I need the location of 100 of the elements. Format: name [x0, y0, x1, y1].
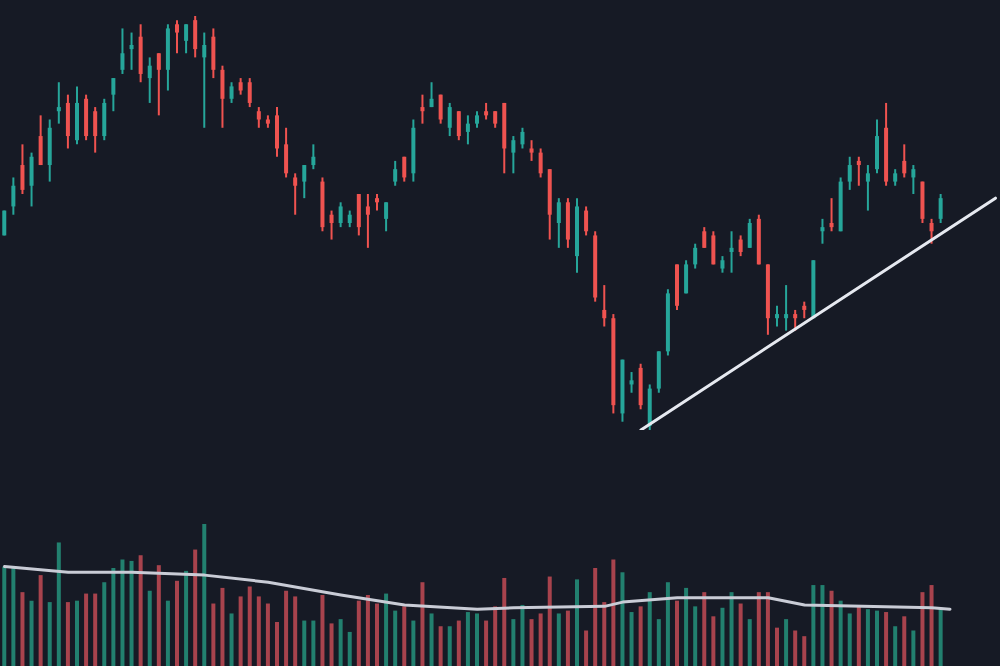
candlestick: [438, 93, 443, 125]
bar: [575, 579, 579, 666]
bar: [320, 595, 325, 666]
bar: [938, 607, 943, 666]
bar: [311, 620, 316, 666]
bar: [120, 559, 125, 666]
bar: [184, 570, 189, 666]
candlestick: [875, 118, 879, 175]
bar: [229, 613, 234, 666]
bar: [247, 586, 252, 666]
bar: [84, 593, 89, 666]
candlestick: [775, 304, 779, 328]
candlestick: [93, 106, 98, 154]
candlestick: [293, 172, 298, 216]
candlestick: [511, 135, 516, 175]
candlestick: [602, 284, 607, 328]
bar: [402, 606, 407, 666]
bar: [693, 606, 698, 666]
bar: [556, 613, 561, 666]
candlestick: [202, 31, 207, 129]
bar: [193, 549, 198, 666]
bar: [329, 623, 334, 666]
candlestick: [284, 126, 289, 179]
candlestick: [229, 81, 234, 104]
candlestick: [502, 101, 507, 175]
candlestick: [102, 97, 107, 142]
bar: [711, 616, 716, 666]
candlestick: [184, 23, 189, 55]
bar: [738, 603, 743, 666]
bar: [802, 636, 807, 666]
bar: [275, 621, 279, 666]
bar: [356, 600, 361, 666]
bar: [56, 542, 61, 666]
bar: [11, 566, 16, 666]
bar: [620, 572, 625, 666]
bar: [520, 604, 525, 666]
candlestick: [520, 126, 525, 150]
candlestick: [338, 201, 343, 229]
candlestick: [420, 93, 425, 125]
candlestick: [411, 118, 416, 183]
candlestick: [938, 193, 943, 224]
candlestick: [538, 147, 543, 179]
candlestick: [793, 308, 798, 332]
bar: [502, 577, 507, 666]
candlestick: [693, 242, 698, 270]
candlestick: [684, 259, 689, 295]
candlestick: [211, 27, 216, 80]
bar: [129, 560, 134, 666]
bar: [593, 568, 598, 666]
candlestick: [638, 362, 643, 411]
bar: [811, 585, 816, 666]
candlestick: [702, 226, 707, 249]
bar: [884, 612, 889, 666]
candlestick: [738, 234, 743, 258]
candlestick: [456, 110, 461, 142]
bar: [565, 610, 570, 666]
bar: [65, 602, 70, 666]
candlestick: [465, 114, 470, 146]
candlestick: [129, 31, 134, 71]
bar: [547, 576, 552, 666]
candlestick: [584, 205, 589, 237]
candlestick: [629, 371, 634, 394]
candlestick: [647, 383, 652, 430]
bar: [365, 595, 370, 666]
bar: [465, 612, 470, 666]
candlestick: [402, 155, 407, 183]
bar: [529, 619, 534, 666]
bar: [856, 606, 861, 666]
bar: [765, 592, 770, 666]
bar: [475, 613, 479, 666]
bar: [293, 596, 298, 666]
candlestick: [156, 52, 161, 117]
candlestick: [911, 164, 916, 196]
candlestick: [565, 197, 570, 249]
bar: [747, 619, 752, 666]
bar: [647, 592, 652, 666]
bar: [702, 592, 707, 666]
candlestick: [829, 197, 834, 233]
bar: [393, 610, 398, 666]
bar: [420, 582, 425, 666]
candlestick: [920, 180, 925, 224]
candlestick: [729, 230, 734, 274]
bar: [893, 626, 898, 666]
bar: [429, 613, 434, 666]
bar: [165, 600, 170, 666]
bar: [665, 582, 670, 666]
candlestick: [856, 155, 861, 187]
candlestick: [756, 213, 761, 266]
candlestick: [47, 118, 52, 183]
candlestick: [384, 201, 389, 233]
candlestick: [529, 139, 534, 162]
bar: [920, 592, 925, 666]
candlestick: [138, 23, 143, 84]
candlestick: [120, 27, 125, 75]
bar: [729, 592, 734, 666]
candlestick: [865, 164, 870, 212]
bar: [847, 613, 852, 666]
candlestick: [65, 93, 70, 150]
bar: [484, 620, 489, 666]
bar: [611, 559, 616, 666]
